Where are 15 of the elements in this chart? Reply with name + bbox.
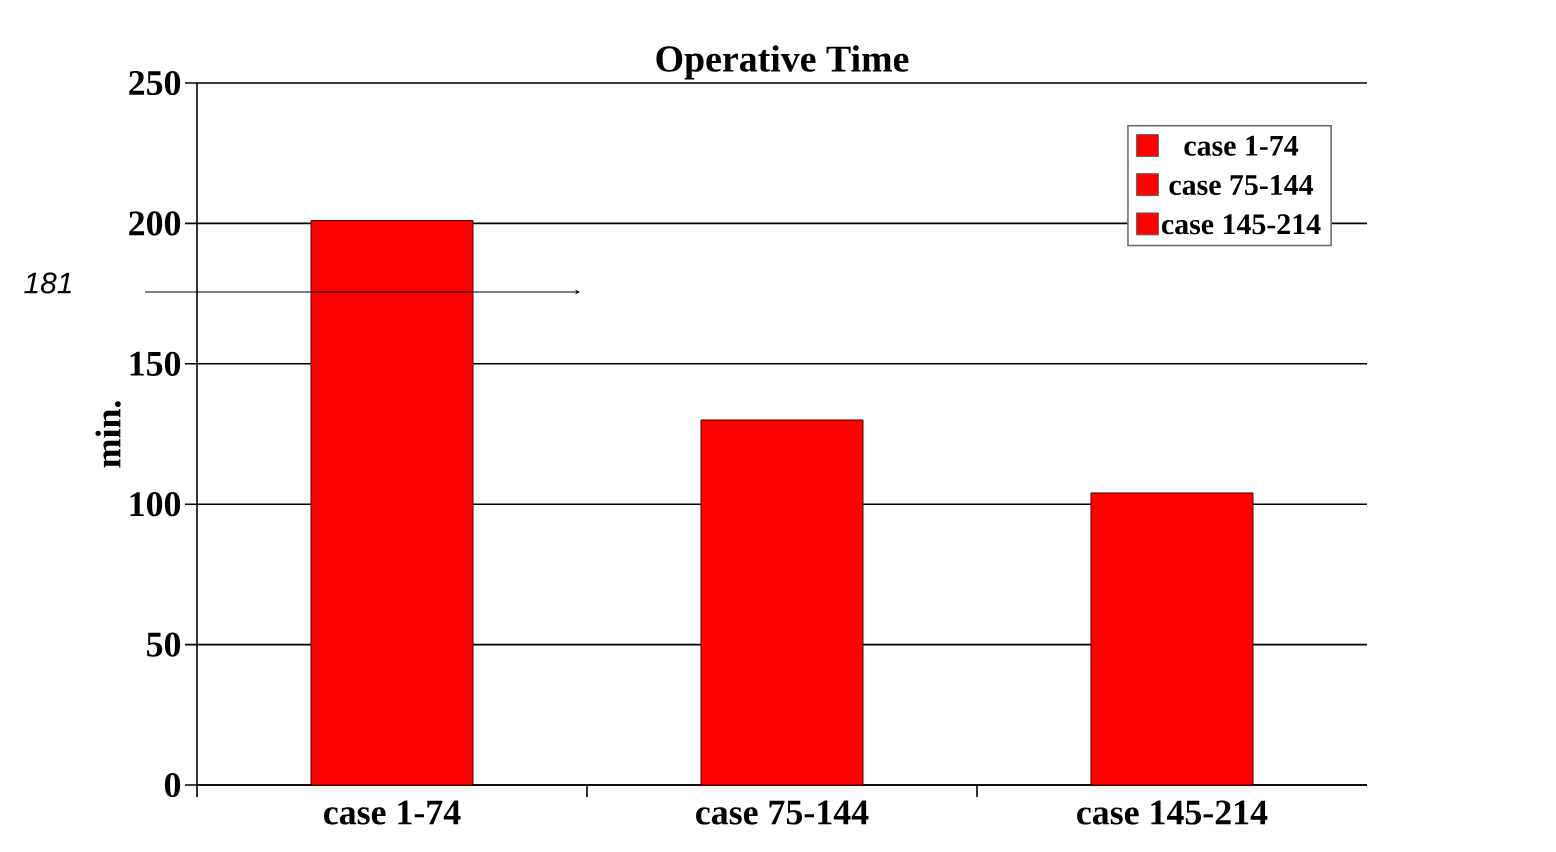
y-tick-label: 250 [129, 70, 181, 96]
legend-label: case 75-144 [1169, 175, 1314, 196]
y-tick-label: 200 [129, 211, 181, 236]
y-tick-label: 50 [147, 632, 181, 657]
y-tick-label: 100 [130, 492, 181, 517]
legend-label: case 1-74 [1184, 135, 1299, 156]
chart-title: Operative Time [656, 45, 909, 80]
x-tick-label: case 75-144 [696, 800, 869, 825]
text: 181 [24, 272, 71, 294]
y-tick-label: 150 [130, 351, 181, 376]
legend-label: case 145-214 [1161, 214, 1321, 235]
y-tick-label: 0 [164, 772, 181, 798]
x-tick-label: case 1-74 [324, 800, 461, 825]
y-axis-title: min. [95, 401, 121, 468]
x-tick-label: case 145-214 [1077, 800, 1268, 825]
